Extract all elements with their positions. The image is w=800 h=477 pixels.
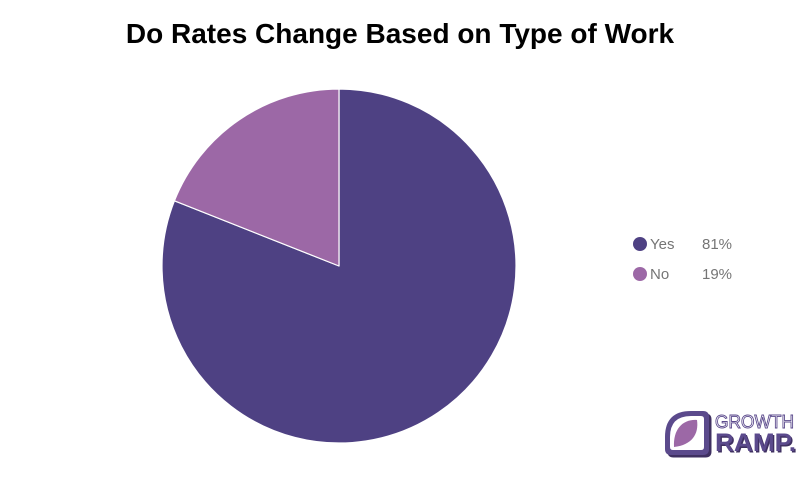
legend-swatch-no-icon	[633, 267, 647, 281]
legend-value-yes: 81%	[702, 235, 733, 253]
chart-title: Do Rates Change Based on Type of Work	[125, 18, 675, 49]
legend-item-no: No 19%	[633, 259, 732, 289]
legend: Yes 81% No 19%	[633, 229, 732, 289]
logo-ramp-text-shadow: RAMP.	[716, 430, 797, 458]
logo-ramp-text: RAMP.	[715, 429, 796, 457]
pie-slice-no	[173, 88, 340, 267]
legend-value-no: 19%	[702, 265, 733, 283]
legend-label-yes: Yes	[650, 235, 675, 253]
legend-swatch-yes-icon	[633, 237, 647, 251]
legend-label-no: No	[650, 265, 670, 283]
logo-growth-text: GROWTH	[715, 412, 794, 432]
legend-item-yes: Yes 81%	[633, 229, 732, 259]
ramp-icon	[665, 411, 712, 458]
growth-ramp-logo: GROWTH RAMP. RAMP.	[665, 411, 797, 458]
pie-slice-yes	[161, 88, 517, 444]
pie-chart	[161, 88, 517, 444]
